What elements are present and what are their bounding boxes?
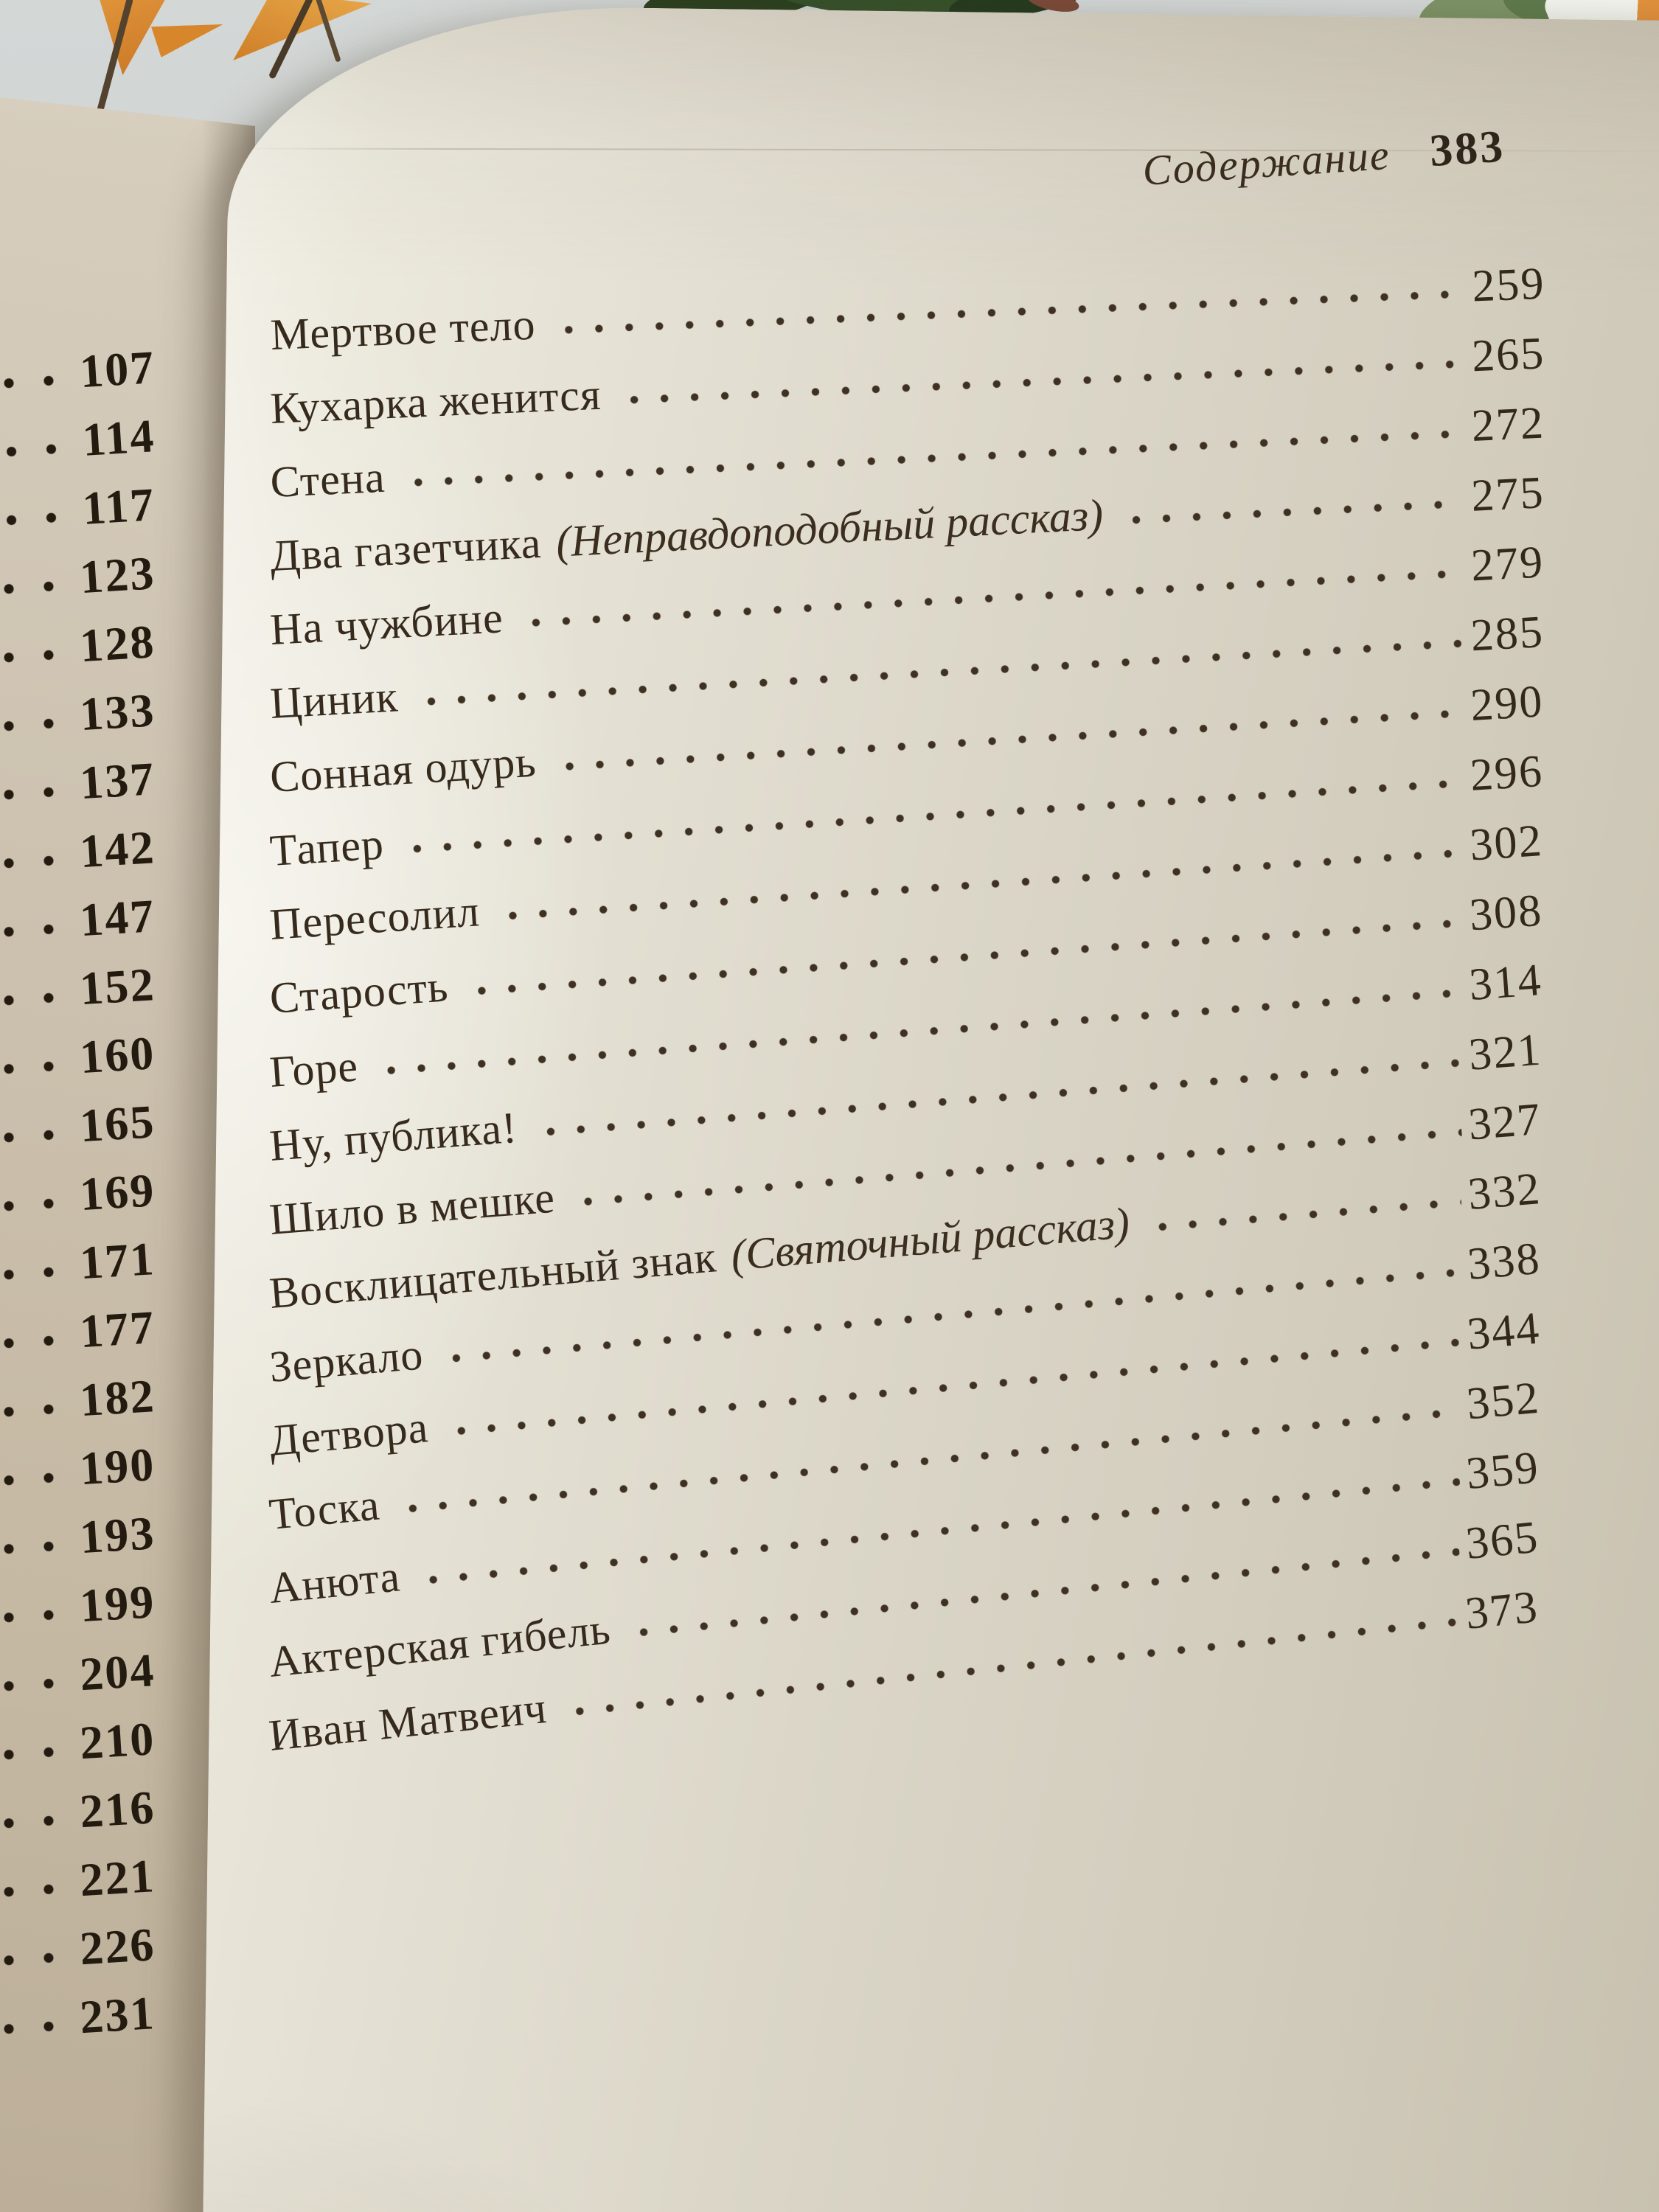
left-page-number: 210 (78, 1712, 157, 1770)
page-number: 383 (1427, 121, 1507, 177)
left-page-number-column: 107 114 117 123 128 133 137 142 147 152 (0, 321, 156, 2043)
left-page-number: 107 (78, 341, 157, 398)
left-page-entry: 114 (0, 390, 156, 469)
left-page-number: 147 (78, 889, 157, 947)
left-page-entry: 182 (0, 1350, 156, 1429)
dot-leader (0, 1333, 69, 1352)
left-page-number: 216 (78, 1781, 157, 1838)
left-page-entry: 210 (0, 1693, 156, 1772)
toc-entry-page-number: 373 (1463, 1582, 1541, 1640)
dot-leader (0, 2019, 69, 2037)
dot-leader (0, 990, 69, 1009)
table-of-contents: Мертвое тело 259 Кухарка женится 265 Сте… (267, 259, 1547, 1760)
left-page-entry: 123 (0, 527, 156, 606)
dot-leader (0, 1676, 69, 1694)
left-page-number: 169 (78, 1164, 157, 1221)
left-page-entry: 226 (0, 1899, 156, 1978)
dot-leader (0, 1813, 69, 1832)
left-page-number: 128 (78, 615, 157, 672)
left-page-number: 221 (78, 1849, 157, 1907)
dot-leader (0, 1127, 69, 1146)
dot-leader (0, 1470, 69, 1489)
left-page-number: 231 (78, 1986, 157, 2044)
dot-leader (0, 647, 69, 666)
dot-leader (0, 1059, 69, 1077)
left-page-number: 190 (78, 1438, 157, 1495)
dot-leader (0, 1402, 69, 1420)
dot-leader (0, 1265, 69, 1283)
left-page-number: 204 (78, 1644, 157, 1701)
dot-leader (0, 1196, 69, 1214)
left-page-entry: 204 (0, 1624, 156, 1703)
left-page-number: 114 (80, 409, 157, 467)
left-page-entry: 107 (0, 321, 156, 400)
left-page-entry: 169 (0, 1144, 156, 1223)
orange-leaf-icon (147, 15, 223, 66)
left-page-entry: 193 (0, 1487, 156, 1566)
dot-leader (0, 853, 69, 872)
dot-leader (0, 442, 72, 460)
dot-leader (0, 1950, 69, 1969)
left-page-entry: 165 (0, 1076, 156, 1155)
dot-leader (0, 579, 69, 597)
toc-entry-title: Циник (268, 672, 400, 728)
left-page-number: 152 (78, 958, 157, 1015)
left-page-number: 171 (78, 1232, 157, 1290)
dot-leader (0, 922, 69, 940)
left-page-number: 193 (78, 1506, 157, 1564)
left-page-entry: 128 (0, 596, 156, 675)
left-page-number: 137 (78, 752, 157, 810)
left-page-entry: 221 (0, 1830, 156, 1909)
left-page-number: 160 (78, 1026, 157, 1084)
toc-entry-title: Горе (268, 1041, 361, 1096)
dot-leader (0, 1745, 69, 1763)
toc-entry-title: Тапер (268, 819, 386, 875)
left-page-number: 133 (78, 684, 157, 741)
toc-entry-title: Стена (269, 452, 386, 507)
left-page-entry: 117 (0, 459, 156, 538)
left-page-number: 117 (80, 478, 157, 535)
left-page-number: 142 (78, 821, 157, 878)
left-page-number: 123 (78, 546, 157, 604)
left-page-number: 177 (78, 1301, 157, 1358)
left-page-entry: 231 (0, 1967, 156, 2046)
left-page-entry: 152 (0, 939, 156, 1018)
left-page-entry: 160 (0, 1007, 156, 1086)
dot-leader (0, 373, 69, 392)
left-page-entry: 216 (0, 1761, 156, 1840)
toc-entry-title: Иван Матвеич (266, 1683, 549, 1760)
left-page-entry: 142 (0, 801, 156, 880)
dot-leader (0, 1539, 69, 1557)
dot-leader (0, 716, 69, 734)
left-page-entry: 199 (0, 1556, 156, 1635)
left-page-number: 199 (78, 1575, 157, 1632)
dot-leader (0, 1607, 69, 1626)
left-page-entry: 177 (0, 1281, 156, 1360)
dot-leader (0, 510, 72, 529)
left-page-entry: 137 (0, 733, 156, 812)
dot-leader (0, 1882, 69, 1900)
left-page-entry: 133 (0, 664, 156, 743)
left-page-entry: 190 (0, 1419, 156, 1498)
dot-leader (0, 785, 69, 803)
left-page-number: 165 (78, 1095, 157, 1152)
left-page-entry: 147 (0, 870, 156, 949)
left-page-number: 182 (78, 1369, 157, 1427)
left-page-entry: 171 (0, 1213, 156, 1292)
left-page-number: 226 (78, 1918, 157, 1975)
